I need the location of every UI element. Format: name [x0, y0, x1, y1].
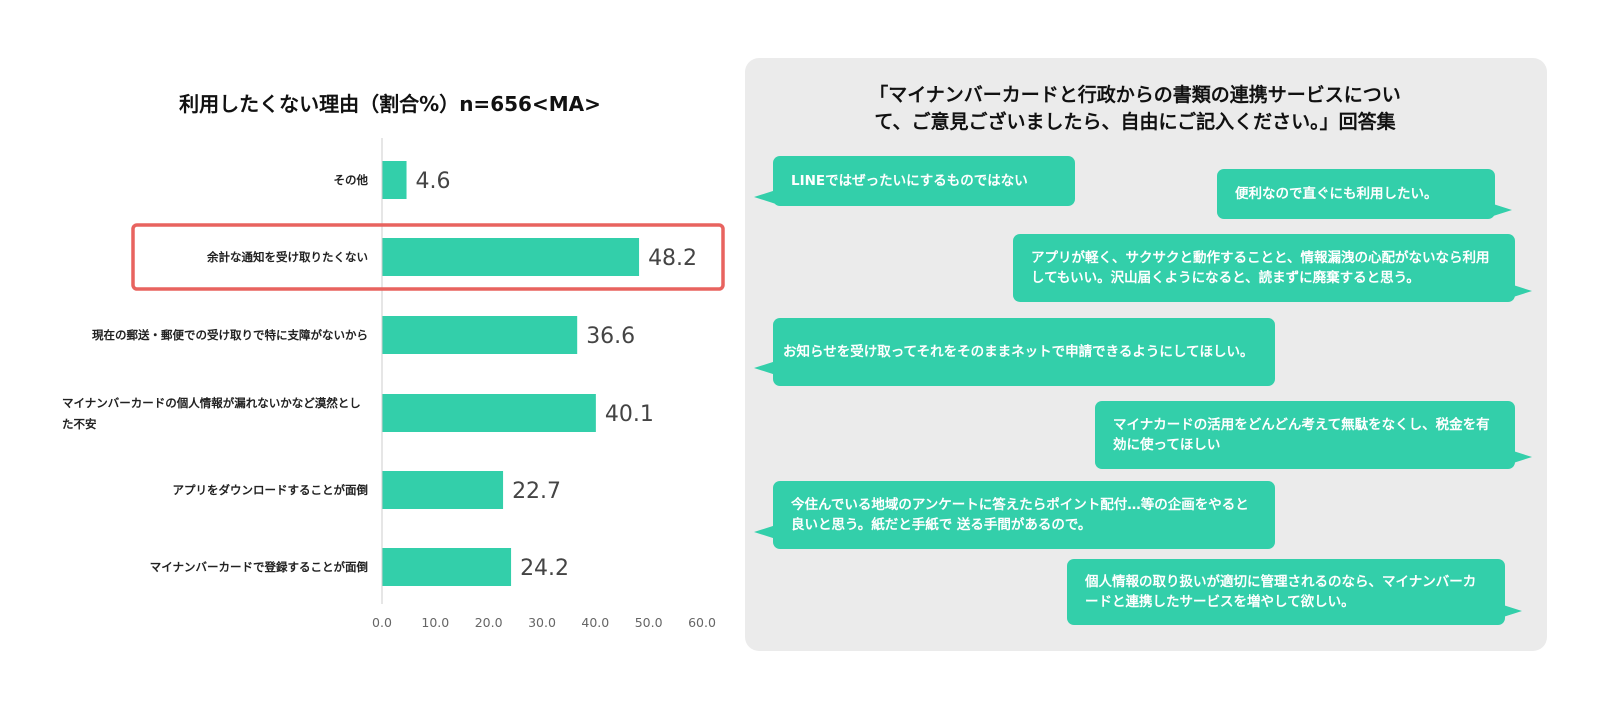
x-tick-label: 40.0 — [581, 615, 609, 630]
comment-bubble-6: 今住んでいる地域のアンケートに答えたらポイント配付…等の企画をやると良いと思う。… — [773, 481, 1275, 549]
category-label: アプリをダウンロードすることが面倒 — [173, 483, 369, 497]
speech-tail — [1510, 284, 1532, 298]
comment-bubble-5: マイナカードの活用をどんどん考えて無駄をなくし、税金を有効に使ってほしい — [1095, 401, 1515, 469]
bar — [382, 161, 407, 199]
value-label: 24.2 — [520, 556, 569, 581]
comment-bubble-1: LINEではぜったいにするものではない — [773, 156, 1075, 206]
speech-tail — [1500, 604, 1522, 618]
comments-title: 「マイナンバーカードと行政からの書類の連携サービスについて、ご意見ございましたら… — [869, 84, 1401, 133]
bar — [382, 548, 512, 586]
x-tick-label: 50.0 — [635, 615, 663, 630]
bar — [382, 394, 596, 432]
comment-bubble-3: アプリが軽く、サクサクと動作することと、情報漏洩の心配がないなら利用してもいい。… — [1013, 234, 1515, 302]
category-label: マイナンバーカードで登録することが面倒 — [150, 560, 368, 574]
speech-tail — [1490, 203, 1512, 217]
x-tick-label: 60.0 — [688, 615, 716, 630]
category-label: マイナンバーカードの個人情報が漏れないかなど漠然とし — [62, 396, 361, 410]
category-label: 余計な通知を受け取りたくない — [206, 250, 368, 264]
bar — [382, 316, 578, 354]
comment-bubble-4: お知らせを受け取ってそれをそのままネットで申請できるようにしてほしい。 — [773, 318, 1275, 386]
comment-bubble-2: 便利なので直ぐにも利用したい。 — [1217, 169, 1495, 219]
value-label: 40.1 — [605, 402, 654, 427]
bar — [382, 238, 640, 276]
x-tick-label: 0.0 — [372, 615, 392, 630]
value-label: 36.6 — [586, 324, 635, 349]
category-label-cont: た不安 — [62, 417, 97, 431]
speech-tail — [754, 190, 776, 204]
speech-tail — [754, 361, 776, 375]
highlight-box — [131, 223, 725, 291]
x-tick-label: 20.0 — [475, 615, 503, 630]
value-label: 4.6 — [416, 169, 451, 194]
value-label: 48.2 — [648, 246, 697, 271]
value-label: 22.7 — [512, 479, 561, 504]
bar — [382, 471, 504, 509]
speech-tail — [1510, 450, 1532, 464]
category-label: 現在の郵送・郵便での受け取りで特に支障がないから — [92, 328, 368, 342]
x-tick-label: 30.0 — [528, 615, 556, 630]
comment-bubble-7: 個人情報の取り扱いが適切に管理されるのなら、マイナンバーカードと連携したサービス… — [1067, 559, 1505, 625]
x-tick-label: 10.0 — [421, 615, 449, 630]
bar-chart: その他余計な通知を受け取りたくない現在の郵送・郵便での受け取りで特に支障がないか… — [62, 138, 725, 630]
speech-tail — [754, 525, 776, 539]
chart-title: 利用したくない理由（割合%）n=656<MA> — [179, 92, 601, 116]
category-label: その他 — [334, 173, 369, 187]
comments-panel: 「マイナンバーカードと行政からの書類の連携サービスについて、ご意見ございましたら… — [745, 58, 1547, 651]
